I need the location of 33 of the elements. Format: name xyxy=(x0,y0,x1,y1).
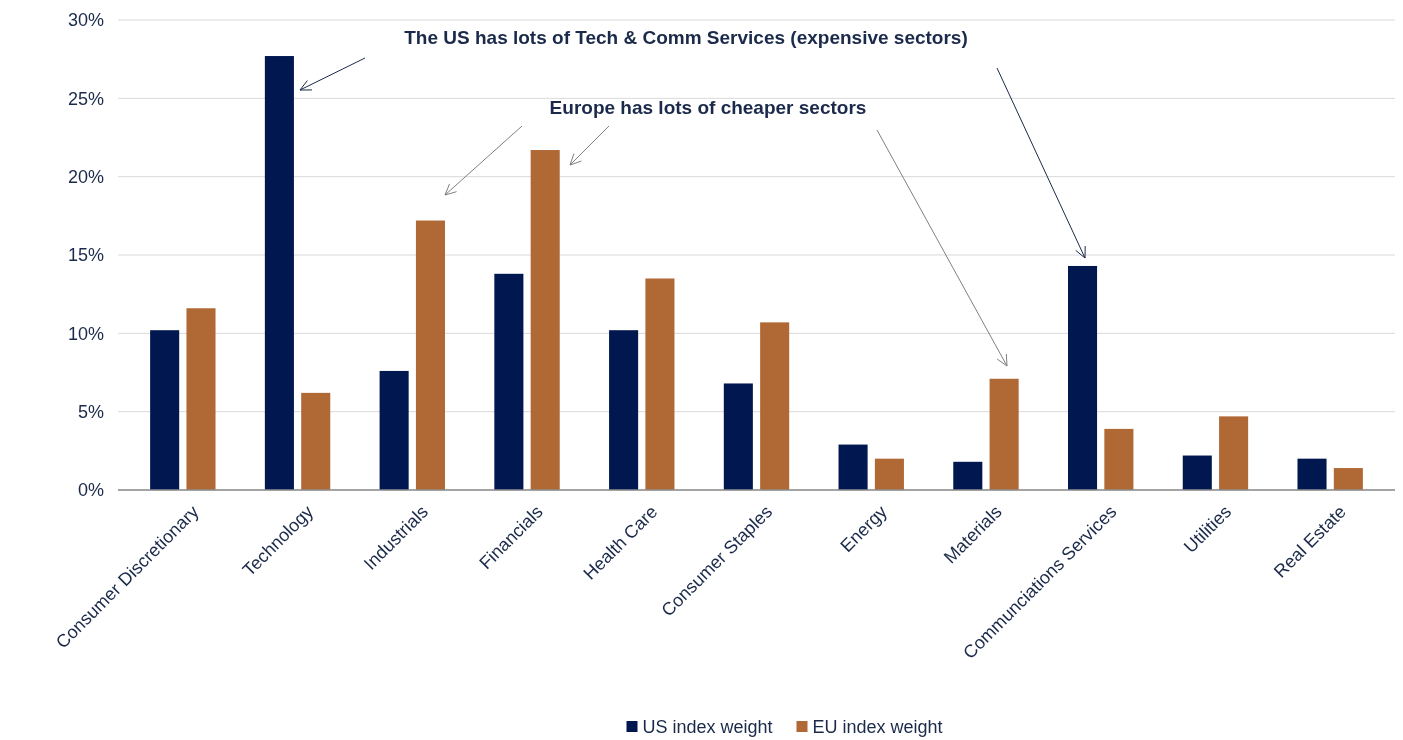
legend-label: EU index weight xyxy=(812,717,943,738)
bar xyxy=(760,322,790,490)
bar xyxy=(1297,458,1327,490)
annotation: Europe has lots of cheaper sectors xyxy=(549,97,867,118)
y-tick-label: 0% xyxy=(77,480,104,501)
bar xyxy=(301,392,331,490)
bar xyxy=(838,444,868,490)
bar xyxy=(953,461,983,490)
bar xyxy=(609,330,639,490)
y-tick-label: 5% xyxy=(77,401,104,422)
annotation: The US has lots of Tech & Comm Services (expensive sectors) xyxy=(404,27,968,48)
legend-label: US index weight xyxy=(642,717,773,738)
bar xyxy=(1104,428,1134,490)
y-tick-label: 20% xyxy=(67,166,104,187)
bar xyxy=(530,150,560,490)
bar xyxy=(989,378,1019,490)
bar xyxy=(645,278,675,490)
bar xyxy=(874,458,904,490)
y-tick-label: 30% xyxy=(67,10,104,31)
y-tick-label: 25% xyxy=(67,88,104,109)
bar xyxy=(1219,416,1249,490)
bar xyxy=(264,56,294,490)
bar xyxy=(415,220,445,490)
bar xyxy=(723,383,753,490)
bar xyxy=(1333,468,1363,490)
y-tick-label: 15% xyxy=(67,245,104,266)
bar xyxy=(1182,455,1212,490)
bar xyxy=(186,308,216,490)
bar xyxy=(1068,265,1098,490)
bar xyxy=(494,273,524,490)
bar xyxy=(379,370,409,490)
y-tick-label: 10% xyxy=(67,323,104,344)
bar xyxy=(150,330,180,490)
